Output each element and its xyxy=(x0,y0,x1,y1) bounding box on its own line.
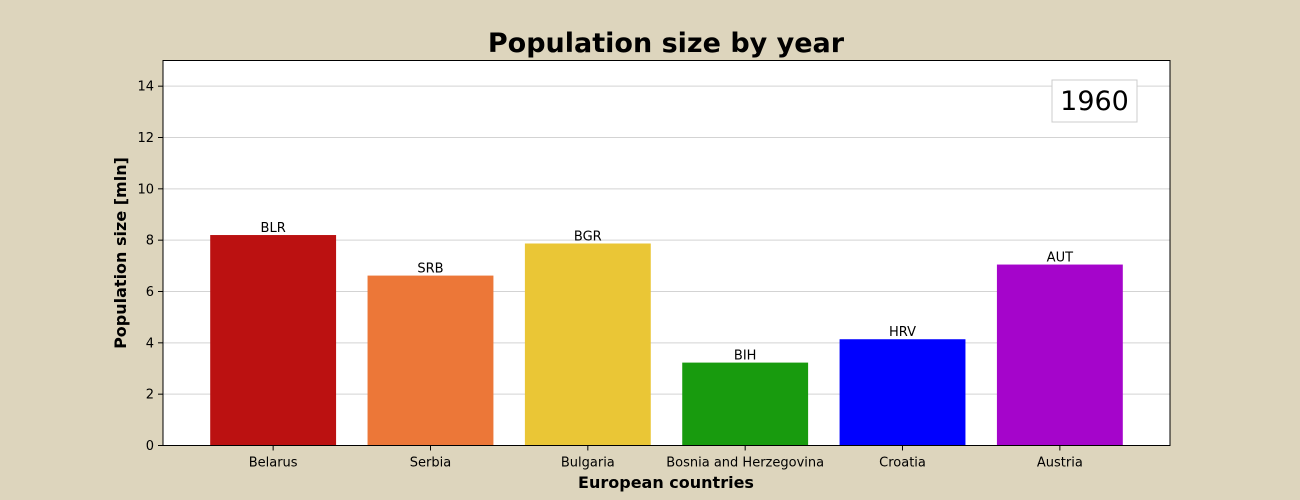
year-badge: 1960 xyxy=(1051,79,1138,123)
year-badge-text: 1960 xyxy=(1060,86,1129,117)
bar-code-label: BLR xyxy=(261,221,286,236)
y-tick-label: 2 xyxy=(146,388,154,403)
bar xyxy=(367,275,494,446)
y-axis-ticks: 0 2 4 6 8 10 12 14 xyxy=(137,80,163,454)
bar xyxy=(524,243,651,446)
bar xyxy=(996,264,1123,446)
x-tick-label: Serbia xyxy=(410,456,451,471)
bar xyxy=(210,235,337,446)
x-axis-label: European countries xyxy=(578,473,754,492)
y-axis-label: Population size [mln] xyxy=(111,157,130,349)
y-tick-label: 8 xyxy=(146,234,154,249)
chart-title: Population size by year xyxy=(488,28,845,59)
bar-code-label: AUT xyxy=(1047,251,1073,266)
y-tick-label: 4 xyxy=(146,336,154,351)
x-tick-label: Bosnia and Herzegovina xyxy=(666,456,824,471)
x-tick-label: Austria xyxy=(1037,456,1083,471)
bar-code-label: HRV xyxy=(889,325,916,340)
x-tick-label: Bulgaria xyxy=(561,456,615,471)
bar xyxy=(682,362,809,446)
bar-code-label: BGR xyxy=(574,230,602,245)
bar-code-label: BIH xyxy=(734,349,757,364)
x-axis-ticks: Belarus Serbia Bulgaria Bosnia and Herzegov… xyxy=(249,445,1083,471)
bar-code-label: SRB xyxy=(417,262,443,277)
bar-labels: BLR SRB BGR BIH HRV AUT xyxy=(261,221,1074,364)
plot-frame xyxy=(162,60,1171,446)
y-tick-label: 10 xyxy=(137,182,154,197)
y-tick-label: 0 xyxy=(146,439,154,454)
x-tick-label: Croatia xyxy=(879,456,926,471)
y-tick-label: 12 xyxy=(137,131,154,146)
y-tick-label: 6 xyxy=(146,285,154,300)
y-tick-label: 14 xyxy=(137,80,154,95)
bar xyxy=(839,339,966,446)
x-tick-label: Belarus xyxy=(249,456,298,471)
bars xyxy=(210,235,1123,446)
year-badge-box xyxy=(1051,79,1138,123)
